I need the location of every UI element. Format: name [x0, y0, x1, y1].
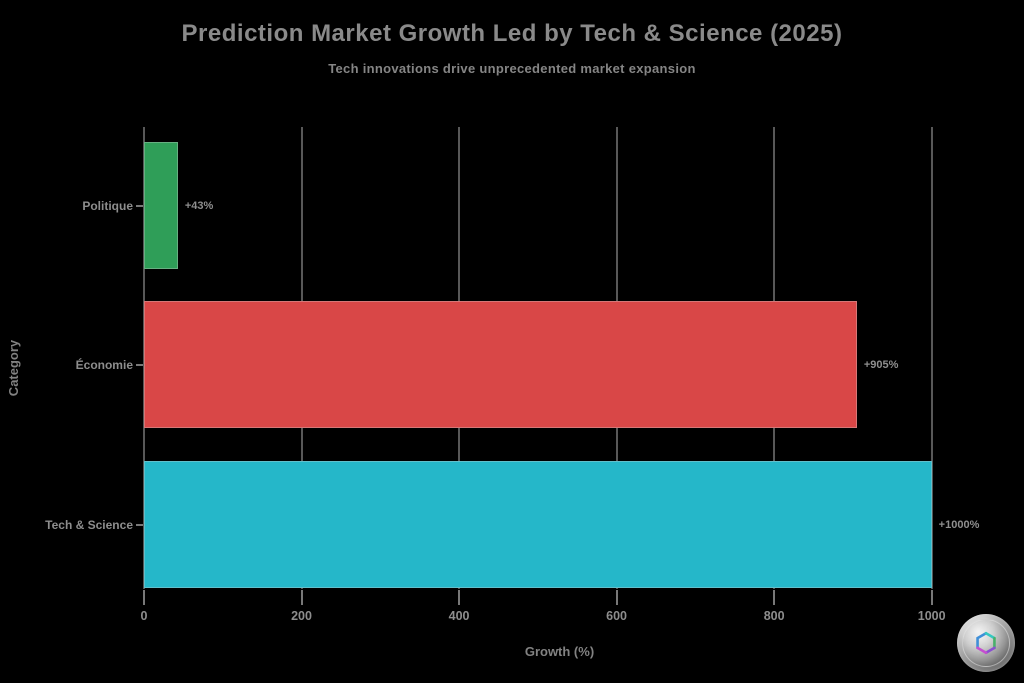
chart-title: Prediction Market Growth Led by Tech & S… — [181, 20, 843, 47]
x-tick-label-200: 200 — [291, 609, 312, 623]
x-tick-label-600: 600 — [606, 609, 628, 623]
coin-inner-ring — [962, 619, 1010, 667]
y-tick-0 — [136, 204, 143, 207]
x-tick-label-400: 400 — [448, 609, 470, 623]
chart-subtitle: Tech innovations drive unprecedented mar… — [328, 61, 696, 76]
x-tick-0 — [143, 590, 145, 605]
hexagon-cube-emblem-icon — [976, 631, 996, 655]
value-label-2: +1000% — [938, 518, 980, 531]
x-tick-label-1000: 1000 — [917, 609, 946, 623]
category-label-1: Économie — [75, 357, 133, 372]
x-axis-label: Growth (%) — [524, 644, 595, 659]
value-label-0: +43% — [184, 199, 214, 212]
x-tick-400 — [458, 590, 461, 605]
x-tick-label-0: 0 — [140, 609, 148, 623]
category-label-2: Tech & Science — [45, 517, 133, 532]
value-label-1: +905% — [863, 358, 899, 371]
category-label-0: Politique — [82, 198, 133, 213]
bar--conomie — [144, 301, 857, 428]
x-tick-600 — [615, 590, 618, 605]
x-tick-label-800: 800 — [763, 609, 785, 623]
bar-tech-science — [144, 461, 932, 588]
x-tick-1000 — [930, 590, 933, 605]
y-tick-1 — [136, 363, 143, 366]
y-axis-label: Category — [6, 339, 21, 397]
x-tick-200 — [300, 590, 303, 605]
metallic-coin-logo — [957, 614, 1015, 672]
y-tick-2 — [136, 523, 143, 526]
x-tick-800 — [773, 590, 776, 605]
plot-area: Growth (%) 0 200 400 600 800 1000 +43% Politiqu… — [45, 127, 979, 659]
bar-politique — [144, 142, 178, 269]
gridline-x-1000 — [930, 127, 933, 589]
